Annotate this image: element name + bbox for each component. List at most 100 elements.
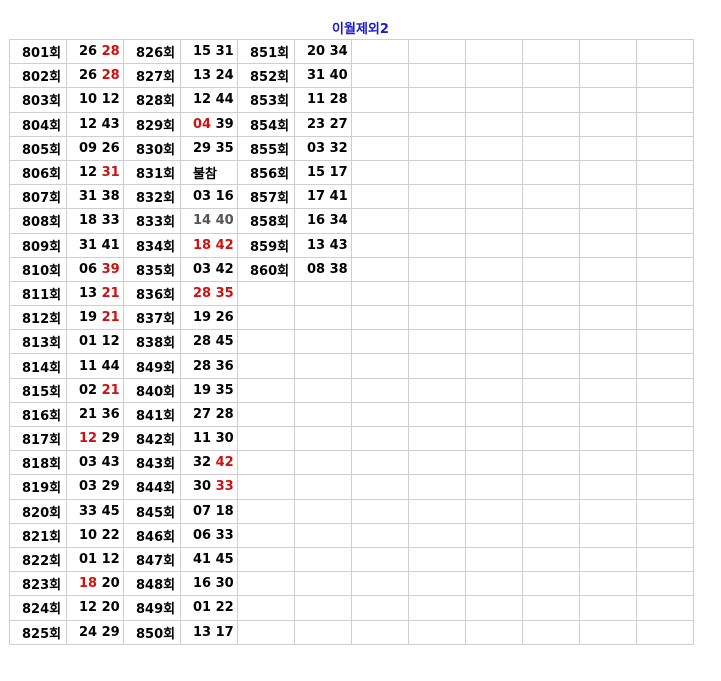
round-cell: 834회 [123,232,181,258]
number: 42 [215,237,234,253]
number: 33 [101,213,120,229]
numbers-cell [408,474,466,500]
number: 01 [79,334,98,350]
round-cell: 812회 [9,305,67,331]
round-cell [351,87,409,113]
round-cell [351,619,409,645]
numbers-cell [522,546,580,573]
numbers-cell: 01 12 [66,546,124,573]
numbers-cell [636,232,694,258]
numbers-cell [636,63,694,89]
numbers-cell [294,450,352,476]
number: 12 [79,165,98,181]
numbers-cell: 31 41 [66,232,124,258]
page-title: 이월제외2 [332,22,389,37]
number: 18 [215,503,234,519]
numbers-cell [408,425,466,452]
numbers-cell: 31 40 [294,63,352,89]
numbers-cell: 41 45 [180,546,238,573]
round-cell [351,571,409,597]
round-cell [237,595,295,621]
round-cell [579,498,637,524]
numbers-cell [522,595,580,621]
table-row: 822회 01 12 847회 41 45 [9,546,694,573]
round-cell: 833회 [123,208,181,234]
round-cell [465,280,523,307]
number: 35 [215,285,234,301]
numbers-cell [294,474,352,500]
number: 06 [193,527,212,543]
results-table: 801회 26 28 826회 15 31 851회 20 34 802회 26 28 827회… [9,38,694,645]
round-cell [465,135,523,161]
number: 28 [329,92,348,108]
round-cell [351,111,409,137]
number: 01 [79,552,98,568]
numbers-cell [522,184,580,210]
number: 28 [215,406,234,422]
round-cell [237,474,295,500]
numbers-cell: 11 30 [180,425,238,452]
numbers-cell [294,377,352,403]
number: 45 [101,503,120,519]
round-cell [465,498,523,524]
number: 42 [215,455,234,471]
numbers-cell: 26 28 [66,63,124,89]
round-cell [465,159,523,186]
numbers-cell [636,401,694,428]
round-cell: 852회 [237,63,295,89]
number: 40 [329,68,348,84]
number: 26 [79,68,98,84]
number: 17 [307,189,326,205]
number: 28 [193,334,212,350]
round-cell [237,546,295,573]
number: 33 [79,503,98,519]
number: 45 [215,552,234,568]
round-cell: 802회 [9,63,67,89]
numbers-cell: 12 43 [66,111,124,137]
numbers-cell [636,546,694,573]
numbers-cell [636,474,694,500]
round-cell: 821회 [9,522,67,548]
number: 18 [193,237,212,253]
number: 36 [215,358,234,374]
numbers-cell: 28 36 [180,353,238,379]
numbers-cell: 07 18 [180,498,238,524]
number: 28 [193,358,212,374]
round-cell [579,571,637,597]
round-cell: 858회 [237,208,295,234]
round-cell: 811회 [9,280,67,307]
number: 41 [193,552,212,568]
number: 21 [101,285,120,301]
round-cell [465,595,523,621]
number: 불참 [193,167,217,183]
table-row: 808회 18 33 833회 14 40 858회 16 34 [9,208,694,234]
table-row: 806회 12 31 831회 불참 856회 15 17 [9,159,694,186]
number: 39 [215,116,234,132]
numbers-cell: 03 42 [180,256,238,282]
number: 12 [79,116,98,132]
round-cell [465,571,523,597]
numbers-cell: 13 43 [294,232,352,258]
number: 11 [193,431,212,447]
round-cell [465,474,523,500]
number: 07 [193,503,212,519]
round-cell [579,87,637,113]
numbers-cell [522,256,580,282]
numbers-cell: 19 35 [180,377,238,403]
round-cell [351,425,409,452]
round-cell [465,63,523,89]
numbers-cell [408,595,466,621]
round-cell: 822회 [9,546,67,573]
number: 03 [79,479,98,495]
number: 22 [101,527,120,543]
round-cell [237,329,295,355]
number: 24 [215,68,234,84]
round-cell [465,401,523,428]
numbers-cell: 16 30 [180,571,238,597]
numbers-cell [408,571,466,597]
round-cell [237,305,295,331]
numbers-cell: 12 20 [66,595,124,621]
numbers-cell [636,256,694,282]
number: 31 [215,44,234,60]
numbers-cell [636,305,694,331]
